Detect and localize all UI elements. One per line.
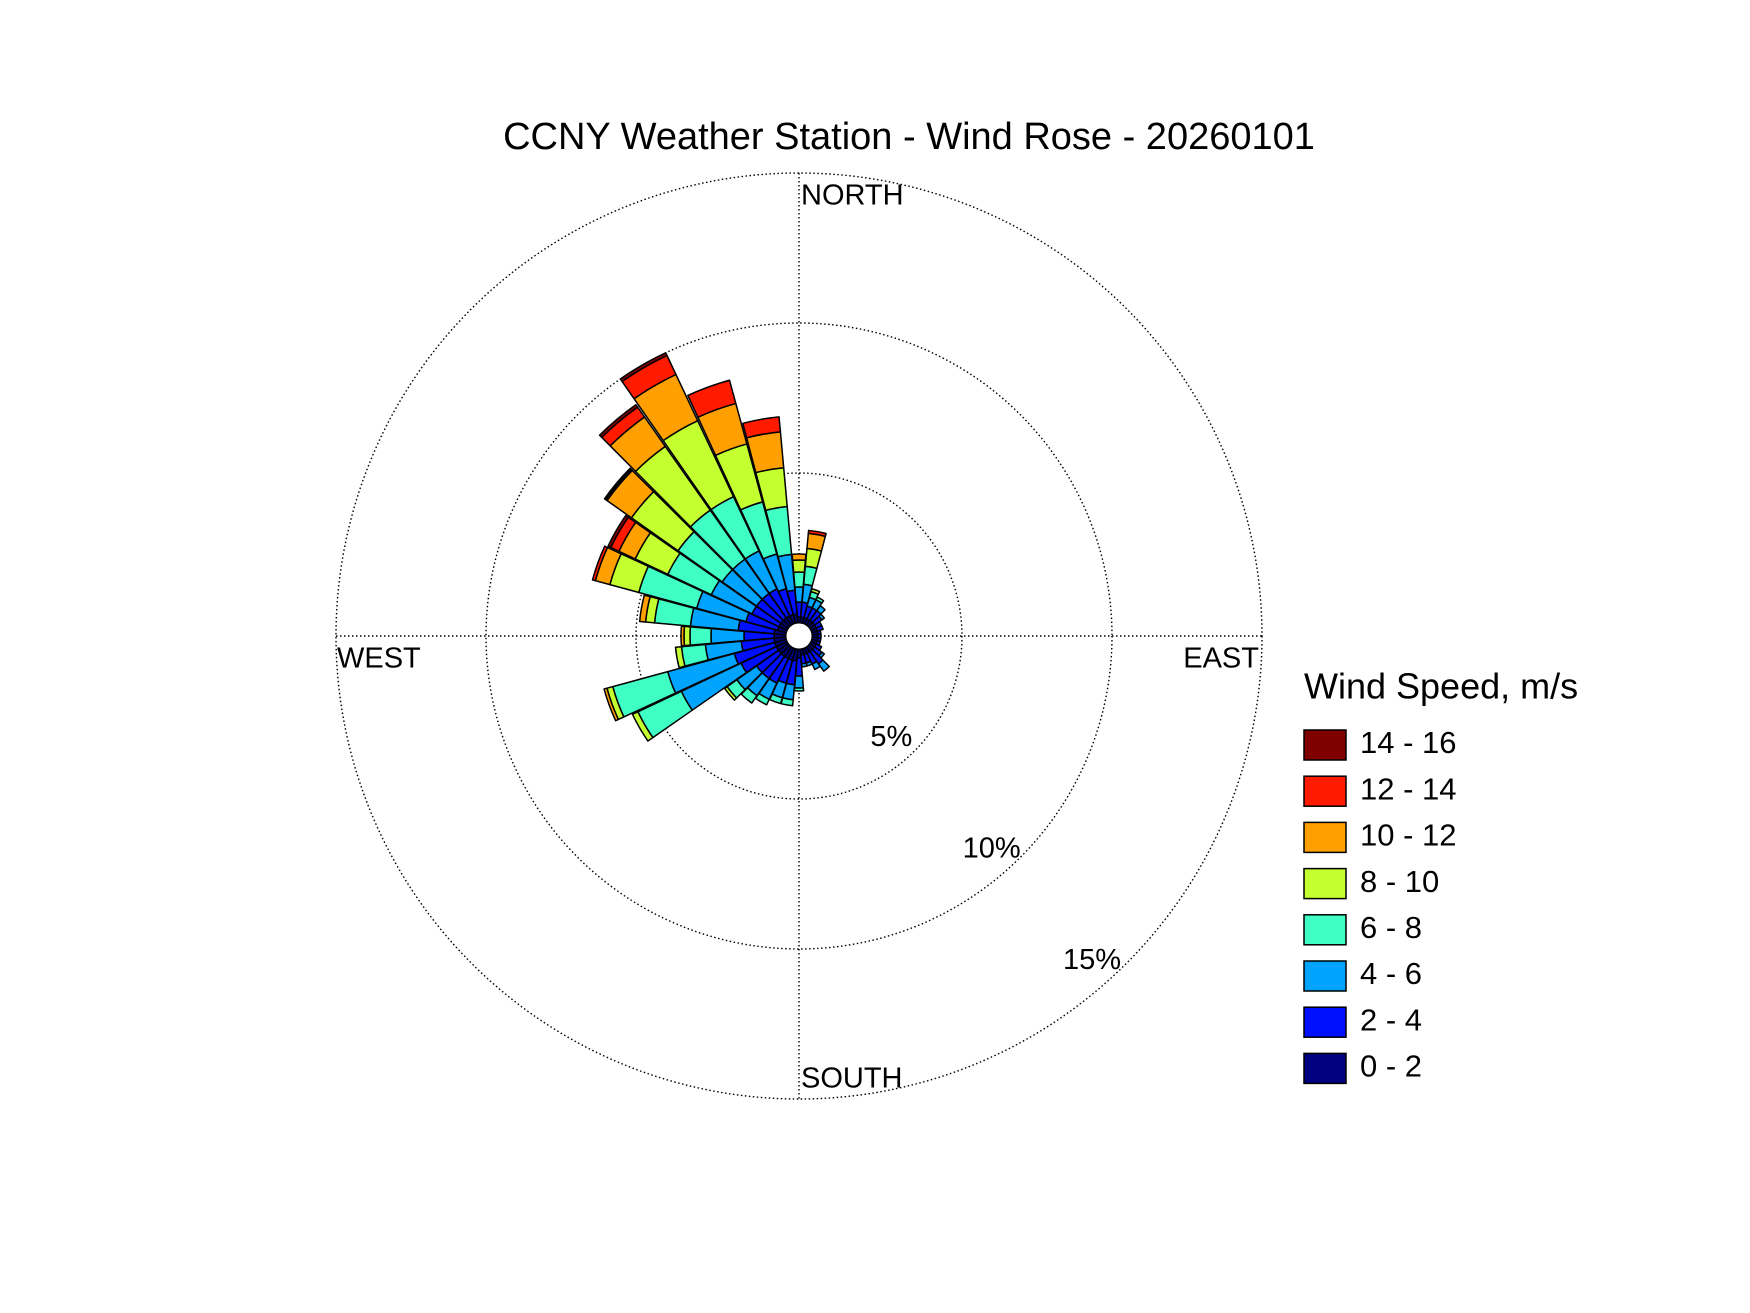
legend-label: 2 - 4 — [1360, 1002, 1422, 1037]
rose-segment — [810, 587, 821, 595]
rose-segment — [804, 547, 823, 570]
grid-ring — [635, 472, 963, 800]
rose-segment — [598, 403, 639, 439]
rose-segment — [815, 624, 824, 632]
r-tick-label: 5% — [870, 721, 912, 753]
rose-segment — [811, 660, 821, 671]
rose-segment — [801, 665, 807, 667]
legend-label: 4 - 6 — [1360, 956, 1422, 991]
legend-label: 14 - 16 — [1360, 725, 1457, 760]
rose-segment — [680, 625, 686, 647]
rose-segment — [742, 416, 782, 439]
direction-label: SOUTH — [801, 1063, 903, 1095]
legend-swatch — [1303, 821, 1347, 854]
rose-segment — [631, 711, 654, 742]
rose-segment — [791, 553, 807, 562]
direction-label: WEST — [337, 643, 421, 675]
rose-segment — [687, 379, 737, 418]
legend-label: 12 - 14 — [1360, 771, 1457, 806]
direction-label: EAST — [1183, 643, 1259, 675]
direction-label: NORTH — [801, 180, 904, 212]
legend-swatch — [1303, 914, 1347, 946]
rose-segment — [792, 571, 806, 588]
legend-title: Wind Speed, m/s — [1304, 666, 1578, 707]
legend-swatch — [1303, 1052, 1347, 1085]
rose-segment — [683, 625, 692, 647]
legend-label: 10 - 12 — [1360, 818, 1457, 853]
rose-segment — [818, 613, 826, 621]
legend-label: 8 - 10 — [1360, 864, 1439, 899]
rose-segment — [802, 565, 818, 587]
legend-swatch — [1303, 775, 1347, 807]
rose-segment — [607, 514, 629, 549]
legend-label: 6 - 8 — [1360, 910, 1422, 945]
legend-label: 0 - 2 — [1360, 1049, 1422, 1084]
center-hole — [785, 622, 813, 650]
rose-segment — [807, 529, 827, 538]
rose-segment — [674, 645, 686, 669]
legend-swatch — [1303, 729, 1347, 761]
rose-segment — [603, 467, 632, 501]
chart-title: CCNY Weather Station - Wind Rose - 20260… — [503, 116, 1315, 158]
rose-segment — [791, 559, 807, 573]
legend-swatch — [1303, 960, 1347, 992]
legend-swatch — [1303, 1006, 1347, 1038]
rose-segment — [689, 626, 713, 646]
rose-segment — [817, 659, 831, 672]
r-tick-label: 10% — [963, 833, 1021, 865]
rose-segment — [603, 687, 620, 722]
rose-segment — [815, 596, 825, 604]
rose-segment — [816, 605, 826, 615]
r-tick-label: 15% — [1063, 944, 1121, 976]
rose-segment — [591, 545, 609, 582]
legend-swatch — [1303, 867, 1347, 900]
rose-segment — [619, 352, 668, 383]
